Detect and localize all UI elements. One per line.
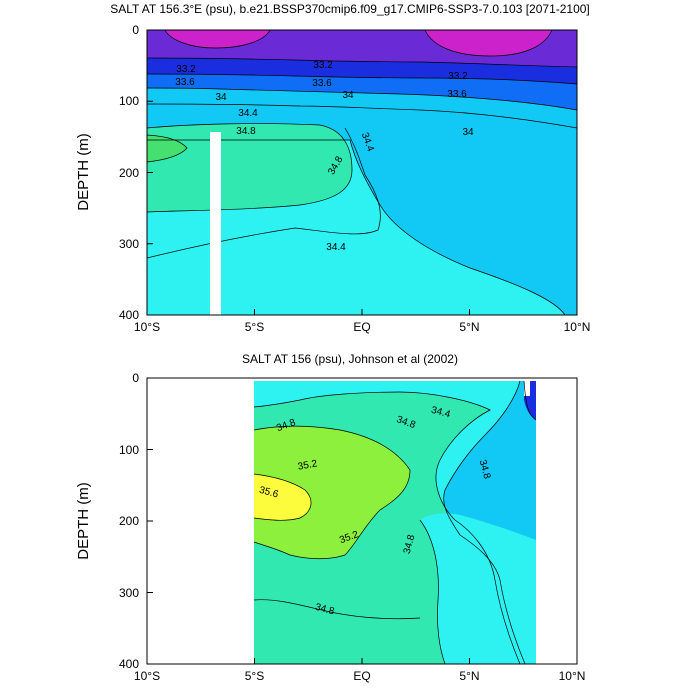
contour-label: 34 [342,90,354,101]
contour-label: 35.6 [258,485,280,501]
panel-top-xticks: 10°S 5°S EQ 5°N 10°N [134,320,590,334]
fill-lt-32-8-east [425,30,552,56]
x-tick-label: 5°N [459,320,479,334]
x-tick-label: 5°S [245,669,264,683]
panel-bottom-contour-labels: 34.8 34.8 34.4 35.2 35.6 35.2 34.8 34.8 … [258,405,493,618]
y-tick-label: 0 [132,23,139,37]
contour-label: 33.2 [313,60,333,71]
contour-label: 33.6 [175,77,195,88]
panel-bottom-title: SALT AT 156 (psu), Johnson et al (2002) [242,352,458,366]
panel-top-title: SALT AT 156.3°E (psu), b.e21.BSSP370cmip… [110,2,590,16]
y-tick-label: 200 [119,514,139,528]
contour-label: 34.4 [238,108,258,119]
fill-lt-32-8-west [165,30,270,48]
x-tick-label: 10°N [564,320,591,334]
y-tick-label: 400 [119,308,139,322]
panel-top-contour-labels: 33.2 33.2 33.2 33.6 33.6 33.6 34 34 34 3… [175,60,474,253]
y-tick-label: 200 [119,166,139,180]
panel-bottom-yticks: 0 100 200 300 400 [119,371,139,671]
fill-34-8-35-2 [147,123,352,212]
contour-label: 35.2 [297,458,319,472]
x-tick-label: 10°S [134,320,160,334]
missing-data-bar [210,132,221,315]
contour-label: 33.2 [448,71,468,82]
panel-bottom: SALT AT 156 (psu), Johnson et al (2002) [75,352,585,683]
fill-34-4-34-8 [254,381,536,664]
missing-data-bar [524,381,530,396]
y-tick-label: 0 [132,371,139,385]
panel-top-contour-fill [147,30,577,315]
contour-label: 34.8 [314,602,336,618]
x-tick-label: EQ [353,669,370,683]
contour-label: 33.2 [176,64,196,75]
contour-label: 34.4 [430,405,452,421]
x-tick-label: 5°N [459,669,479,683]
contour-label: 34.8 [402,533,418,555]
contour-label: 34.8 [477,459,493,481]
panel-bottom-xticks: 10°S 5°S EQ 5°N 10°N [134,669,585,683]
x-tick-label: 10°S [134,669,160,683]
fill-35-2-35-6 [254,426,410,559]
y-tick-label: 300 [119,586,139,600]
y-tick-label: 100 [119,94,139,108]
panel-bottom-contour-fill [147,378,577,664]
panel-top-tick-marks [146,29,578,316]
contour-label: 34 [462,127,474,138]
panel-top-contour-lines [147,30,577,315]
y-tick-label: 300 [119,237,139,251]
x-tick-label: 10°N [559,669,586,683]
panel-top: SALT AT 156.3°E (psu), b.e21.BSSP370cmip… [75,2,590,334]
contour-label: 33.6 [312,78,332,89]
fill-34-4-34-8-lower [420,513,536,664]
x-tick-label: 5°S [245,320,264,334]
contour-label: 33.6 [447,89,467,100]
y-tick-label: 400 [119,657,139,671]
panel-bottom-contour-lines [253,380,537,664]
panel-bottom-ylabel: DEPTH (m) [75,482,92,560]
y-tick-label: 100 [119,443,139,457]
contour-label: 34.4 [326,242,346,253]
fill-35-2-35-6 [147,135,187,162]
x-tick-label: EQ [353,320,370,334]
panel-bottom-tick-marks [146,377,578,665]
contour-label: 34.8 [236,126,256,137]
panel-top-ylabel: DEPTH (m) [75,133,92,211]
contour-label: 34 [215,92,227,103]
panel-top-yticks: 0 100 200 300 400 [119,23,139,322]
